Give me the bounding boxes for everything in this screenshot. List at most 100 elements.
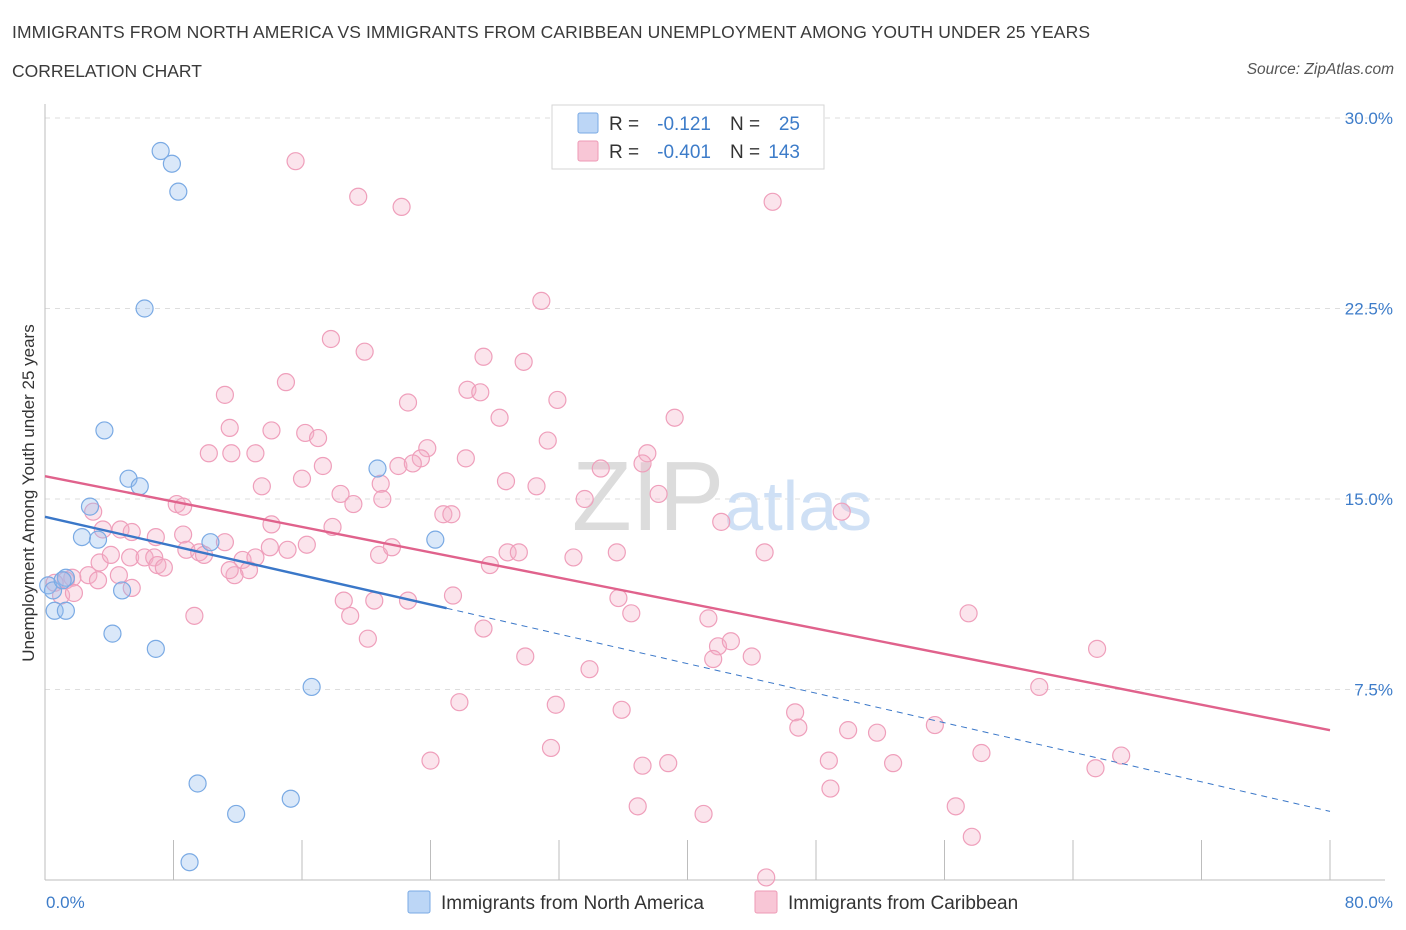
north-america-point	[88, 530, 108, 549]
caribbean-point	[252, 477, 271, 496]
y-tick-labels: 7.5% 15.0% 22.5% 30.0%	[1345, 109, 1393, 700]
legend-swatch-caribbean	[577, 140, 599, 162]
north-america-point	[201, 533, 220, 552]
caribbean-point	[659, 754, 678, 773]
caribbean-point	[88, 571, 108, 590]
north-america-point	[39, 576, 58, 595]
caribbean-point	[239, 561, 259, 580]
caribbean-point	[421, 751, 440, 770]
caribbean-point	[721, 632, 740, 651]
caribbean-point	[286, 152, 305, 171]
caribbean-point	[358, 629, 377, 648]
caribbean-point	[1087, 639, 1107, 658]
caribbean-point	[763, 192, 782, 211]
caribbean-point	[496, 472, 516, 491]
legend-r-value-1: -0.121	[657, 114, 711, 135]
y-tick-label: 15.0%	[1345, 490, 1393, 509]
legend-n-value-1: 25	[779, 114, 800, 135]
caribbean-point	[609, 588, 628, 608]
caribbean-point	[418, 439, 437, 458]
caribbean-point	[84, 502, 103, 521]
north-america-point	[56, 568, 75, 587]
caribbean-point	[474, 347, 493, 366]
caribbean-point	[742, 647, 761, 666]
caribbean-point	[789, 718, 808, 737]
caribbean-point	[1030, 677, 1049, 697]
caribbean-point	[355, 342, 374, 361]
caribbean-point	[712, 512, 731, 531]
legend-r-label-1: R =	[609, 114, 639, 135]
north-america-point	[426, 530, 445, 549]
caribbean-trend-line	[44, 474, 1331, 732]
caribbean-point	[509, 543, 528, 562]
caribbean-point	[832, 502, 851, 521]
caribbean-point	[546, 695, 565, 714]
caribbean-point	[215, 533, 234, 552]
caribbean-point	[276, 373, 296, 392]
caribbean-point	[313, 456, 332, 476]
caribbean-point	[757, 868, 776, 887]
legend-n-label-1: N =	[730, 114, 760, 135]
caribbean-point	[972, 743, 991, 763]
caribbean-point	[154, 558, 173, 577]
caribbean-point	[633, 756, 652, 775]
caribbean-point	[101, 545, 120, 564]
y-tick-label: 7.5%	[1354, 681, 1393, 700]
caribbean-point	[946, 797, 965, 816]
caribbean-point	[514, 352, 533, 371]
trend-lines	[44, 474, 1331, 812]
north-america-point	[169, 182, 188, 201]
caribbean-point	[699, 609, 718, 628]
caribbean-point	[612, 700, 631, 719]
caribbean-point	[633, 454, 652, 473]
x-tick-label: 0.0%	[46, 893, 85, 912]
series-label-north-america: Immigrants from North America	[441, 893, 704, 914]
caribbean-point	[786, 703, 805, 722]
chart-subtitle: CORRELATION CHART	[12, 61, 202, 81]
legend-r-label-2: R =	[609, 142, 639, 163]
caribbean-point	[665, 408, 684, 427]
gridlines	[45, 117, 1385, 690]
north-america-point	[80, 497, 100, 516]
north-america-trend-line	[44, 515, 447, 610]
caribbean-point	[215, 385, 234, 404]
caribbean-point	[331, 484, 350, 504]
caribbean-point	[334, 591, 353, 610]
north-america-point	[130, 477, 149, 496]
caribbean-point	[371, 474, 390, 493]
legend-swatch-north-america	[577, 112, 599, 134]
caribbean-point	[109, 566, 128, 585]
north-america-point	[103, 624, 122, 643]
caribbean-point	[532, 291, 551, 310]
north-america-point	[135, 299, 154, 318]
north-america-point	[53, 571, 72, 590]
caribbean-point	[64, 583, 84, 603]
caribbean-point	[442, 505, 461, 524]
caribbean-point	[373, 489, 392, 509]
source-note: Source: ZipAtlas.com	[1246, 61, 1394, 78]
caribbean-point	[575, 489, 594, 509]
caribbean-point	[649, 484, 668, 504]
caribbean-point	[541, 738, 561, 758]
x-tick-labels: 0.0% 80.0%	[46, 893, 1393, 912]
north-america-point	[95, 421, 114, 440]
caribbean-point	[474, 619, 493, 638]
y-tick-label: 22.5%	[1345, 300, 1393, 319]
caribbean-point	[403, 454, 422, 473]
caribbean-point	[174, 525, 193, 544]
north-america-point	[112, 581, 132, 600]
caribbean-point	[580, 660, 599, 679]
legend-r-value-2: -0.401	[657, 142, 711, 163]
caribbean-point	[456, 449, 475, 468]
caribbean-point	[819, 751, 838, 770]
caribbean-point	[471, 383, 490, 402]
caribbean-point	[527, 477, 546, 496]
caribbean-point	[199, 444, 218, 463]
north-america-trend-extension	[446, 607, 1331, 812]
caribbean-point	[246, 444, 265, 463]
legend-n-value-2: 143	[768, 142, 800, 163]
caribbean-point	[638, 444, 657, 463]
legend-n-label-2: N =	[730, 142, 760, 163]
caribbean-point	[883, 754, 903, 773]
